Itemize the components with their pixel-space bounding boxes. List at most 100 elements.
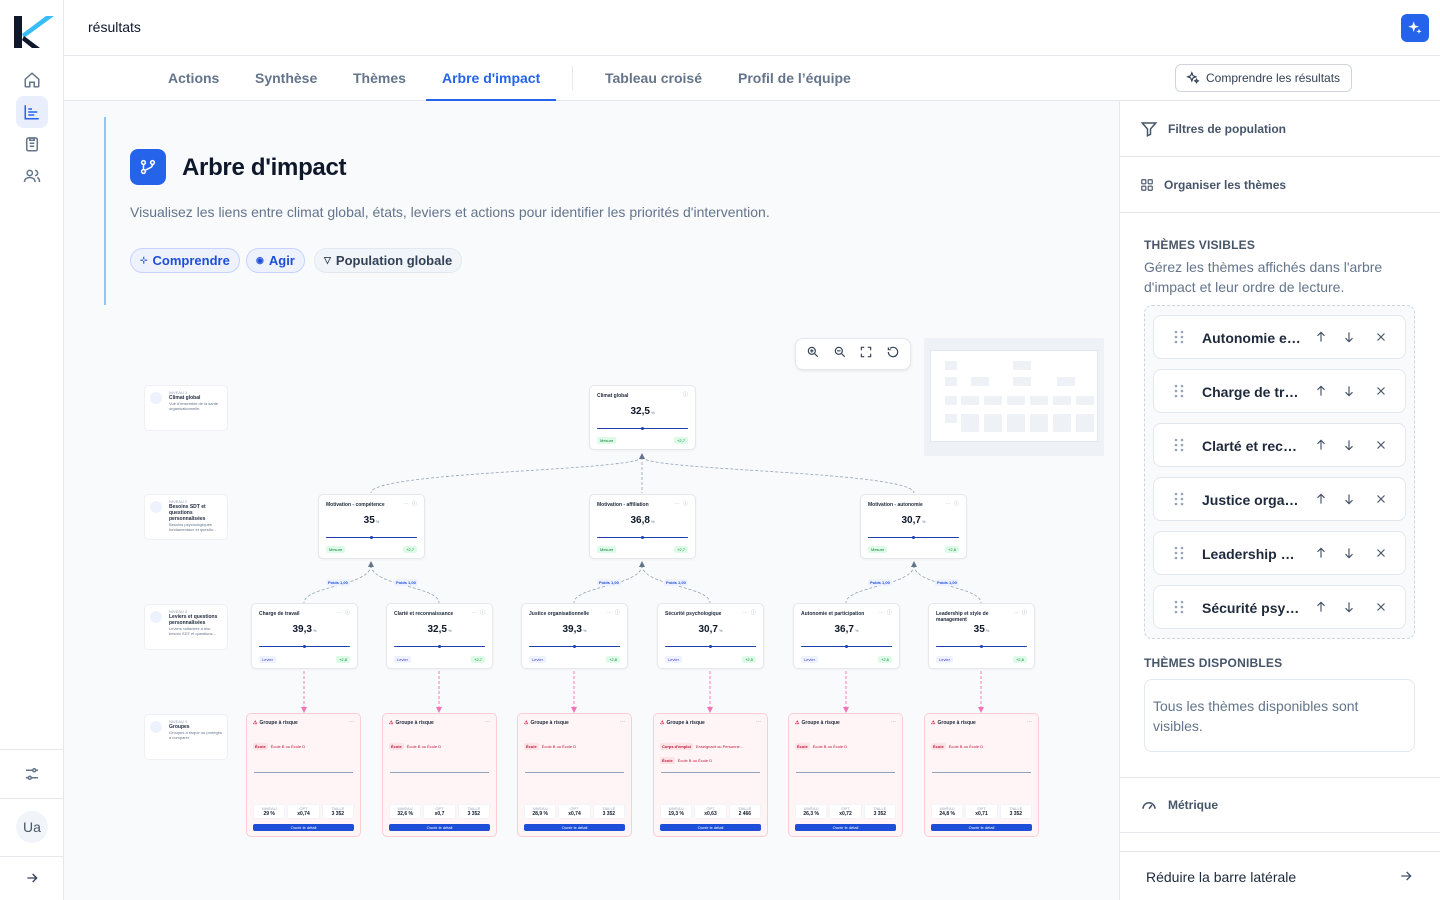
node-value: 35%: [973, 624, 990, 635]
organize-themes-section[interactable]: Organiser les thèmes: [1120, 157, 1440, 213]
more-icon[interactable]: ⋯: [485, 719, 490, 725]
open-detail-button[interactable]: Ouvrir le détail: [524, 824, 625, 831]
branch-icon: [130, 149, 166, 185]
remove-icon[interactable]: [1374, 437, 1388, 458]
more-icon[interactable]: ⋯: [349, 719, 354, 725]
expand-arrow-icon[interactable]: [16, 862, 48, 894]
metric-section[interactable]: Métrique: [1120, 777, 1440, 833]
tree-node-lever[interactable]: Charge de travail ⋯ ⓘ 39,3% Levier +2,8: [251, 603, 358, 669]
tab-profil-equipe[interactable]: Profil de l’équipe: [738, 70, 851, 86]
users-icon[interactable]: [16, 160, 48, 192]
drag-handle-icon[interactable]: [1174, 329, 1184, 350]
open-detail-button[interactable]: Ouvrir le détail: [253, 824, 354, 831]
visible-theme-item[interactable]: Justice organisationnelle: [1153, 477, 1406, 521]
move-down-icon[interactable]: [1342, 329, 1356, 350]
move-down-icon[interactable]: [1342, 437, 1356, 458]
move-up-icon[interactable]: [1314, 329, 1328, 350]
more-icon[interactable]: ⋯: [756, 719, 761, 725]
visible-theme-item[interactable]: Sécurité psychologique: [1153, 585, 1406, 629]
tab-themes[interactable]: Thèmes: [353, 70, 406, 86]
more-info-icon[interactable]: ⋯ ⓘ: [1013, 610, 1028, 616]
clipboard-icon[interactable]: [16, 128, 48, 160]
chip-comprendre[interactable]: ⊹ Comprendre: [130, 248, 240, 273]
drag-handle-icon[interactable]: [1174, 383, 1184, 404]
move-down-icon[interactable]: [1342, 491, 1356, 512]
tree-node-lever[interactable]: Clarté et reconnaissance ⋯ ⓘ 32,5% Levier +2…: [386, 603, 493, 669]
move-up-icon[interactable]: [1314, 545, 1328, 566]
move-down-icon[interactable]: [1342, 383, 1356, 404]
tab-synthese[interactable]: Synthèse: [255, 70, 318, 86]
tree-node-need[interactable]: Motivation - affiliation ⋯ ⓘ 36,8% Mesure +2…: [589, 494, 696, 559]
more-info-icon[interactable]: ⋯ ⓘ: [945, 501, 960, 507]
tree-node-lever[interactable]: Autonomie et participation ⋯ ⓘ 36,7% Levier…: [793, 603, 900, 669]
settings-sliders-icon[interactable]: [16, 758, 48, 790]
drag-handle-icon[interactable]: [1174, 545, 1184, 566]
drag-handle-icon[interactable]: [1174, 599, 1184, 620]
info-icon[interactable]: ⓘ: [682, 392, 689, 398]
tree-node-lever[interactable]: Justice organisationnelle ⋯ ⓘ 39,3% Levier +…: [521, 603, 628, 669]
minimap[interactable]: [924, 338, 1104, 456]
tab-divider: [572, 66, 573, 90]
open-detail-button[interactable]: Ouvrir le détail: [795, 824, 896, 831]
collapse-sidebar-button[interactable]: Réduire la barre latérale: [1120, 851, 1440, 900]
visible-theme-item[interactable]: Charge de travail: [1153, 369, 1406, 413]
tab-tableau-croise[interactable]: Tableau croisé: [605, 70, 703, 86]
remove-icon[interactable]: [1374, 329, 1388, 350]
more-info-icon[interactable]: ⋯ ⓘ: [403, 501, 418, 507]
more-icon[interactable]: ⋯: [620, 719, 625, 725]
tree-node-need[interactable]: Motivation - compétence ⋯ ⓘ 35% Mesure +2,7: [318, 494, 425, 559]
move-up-icon[interactable]: [1314, 599, 1328, 620]
avatar[interactable]: Ua: [16, 811, 48, 843]
remove-icon[interactable]: [1374, 545, 1388, 566]
open-detail-button[interactable]: Ouvrir le détail: [660, 824, 761, 831]
more-info-icon[interactable]: ⋯ ⓘ: [674, 501, 689, 507]
visible-theme-item[interactable]: Clarté et reconnaissance: [1153, 423, 1406, 467]
open-detail-button[interactable]: Ouvrir le détail: [389, 824, 490, 831]
move-down-icon[interactable]: [1342, 545, 1356, 566]
results-chart-icon[interactable]: [16, 96, 48, 128]
tree-node-need[interactable]: Motivation - autonomie ⋯ ⓘ 30,7% Mesure +2,8: [860, 494, 967, 559]
move-up-icon[interactable]: [1314, 437, 1328, 458]
open-detail-button[interactable]: Ouvrir le détail: [931, 824, 1032, 831]
risk-group-card[interactable]: Groupe à risque ⋯ Corps d'emploiEnseignant…: [653, 713, 768, 837]
zoom-out-icon[interactable]: [833, 345, 847, 364]
visible-theme-item[interactable]: Autonomie et participation: [1153, 315, 1406, 359]
understand-results-button[interactable]: Comprendre les résultats: [1175, 64, 1352, 92]
tab-actions[interactable]: Actions: [168, 70, 220, 86]
minimap-viewport[interactable]: [930, 350, 1098, 442]
zoom-in-icon[interactable]: [806, 345, 820, 364]
ai-sparkle-button[interactable]: [1401, 14, 1429, 42]
more-icon[interactable]: ⋯: [891, 719, 896, 725]
remove-icon[interactable]: [1374, 599, 1388, 620]
more-info-icon[interactable]: ⋯ ⓘ: [471, 610, 486, 616]
remove-icon[interactable]: [1374, 491, 1388, 512]
tree-node-lever[interactable]: Sécurité psychologique ⋯ ⓘ 30,7% Levier +2,5: [657, 603, 764, 669]
move-up-icon[interactable]: [1314, 491, 1328, 512]
chip-label: Agir: [268, 253, 295, 268]
fit-view-icon[interactable]: [859, 345, 873, 364]
move-up-icon[interactable]: [1314, 383, 1328, 404]
more-info-icon[interactable]: ⋯ ⓘ: [878, 610, 893, 616]
move-down-icon[interactable]: [1342, 599, 1356, 620]
remove-icon[interactable]: [1374, 383, 1388, 404]
more-info-icon[interactable]: ⋯ ⓘ: [742, 610, 757, 616]
population-filters-section[interactable]: Filtres de population: [1120, 101, 1440, 157]
chip-agir[interactable]: ◉ Agir: [246, 248, 305, 273]
tree-node-lever[interactable]: Leadership et style de management ⋯ ⓘ 35% L…: [928, 603, 1035, 669]
tree-node-root[interactable]: Climat global ⓘ 32,5% Mesure +2,7: [589, 385, 696, 450]
visible-theme-item[interactable]: Leadership et style de management: [1153, 531, 1406, 575]
drag-handle-icon[interactable]: [1174, 437, 1184, 458]
home-icon[interactable]: [16, 64, 48, 96]
chip-population[interactable]: ▽ Population globale: [314, 248, 463, 273]
reset-icon[interactable]: [886, 345, 900, 364]
more-info-icon[interactable]: ⋯ ⓘ: [606, 610, 621, 616]
tab-arbre-impact[interactable]: Arbre d'impact: [426, 56, 557, 101]
more-icon[interactable]: ⋯: [1027, 719, 1032, 725]
more-info-icon[interactable]: ⋯ ⓘ: [336, 610, 351, 616]
drag-handle-icon[interactable]: [1174, 491, 1184, 512]
